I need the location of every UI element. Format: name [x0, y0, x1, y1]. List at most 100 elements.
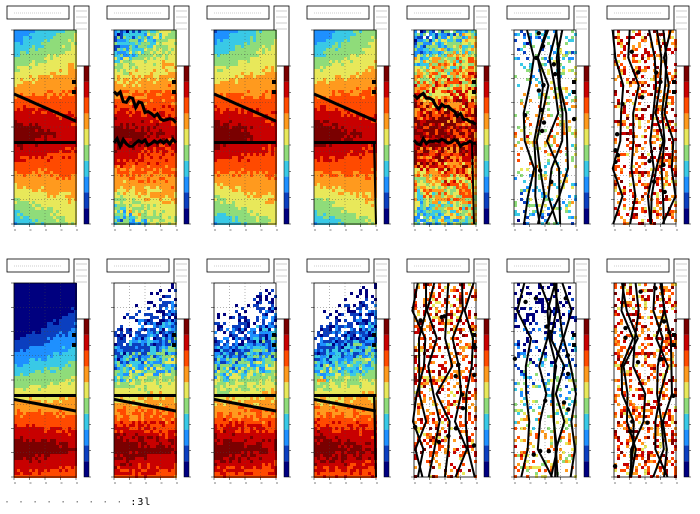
heat-cell: [223, 156, 226, 159]
heat-cell: [265, 75, 268, 78]
heat-cell: [50, 147, 53, 150]
heat-cell: [250, 72, 253, 75]
heat-cell: [347, 87, 350, 90]
heat-cell: [14, 192, 17, 195]
heat-cell: [135, 90, 138, 93]
heat-cell: [62, 63, 65, 66]
heat-cell: [144, 222, 147, 225]
heat-cell: [114, 78, 117, 81]
heat-cell: [232, 222, 235, 225]
heat-cell: [317, 81, 320, 84]
heat-cell: [165, 81, 168, 84]
heat-cell: [253, 138, 256, 141]
heat-cell: [359, 66, 362, 69]
heat-cell: [120, 147, 123, 150]
heat-cell: [350, 75, 353, 78]
heat-cell: [265, 60, 268, 63]
heat-cell: [347, 66, 350, 69]
heat-cell: [17, 45, 20, 48]
heat-cell: [44, 150, 47, 153]
heat-cell: [168, 87, 171, 90]
heat-cell: [17, 51, 20, 54]
heat-cell: [120, 108, 123, 111]
heat-cell: [162, 39, 165, 42]
heat-cell: [323, 60, 326, 63]
heat-cell: [159, 108, 162, 111]
heat-cell: [68, 81, 71, 84]
heat-cell: [244, 84, 247, 87]
heat-cell: [323, 93, 326, 96]
heat-cell: [150, 108, 153, 111]
heat-cell: [123, 210, 126, 213]
edge-marker: [272, 80, 276, 84]
heat-cell: [23, 153, 26, 156]
heat-cell: [350, 117, 353, 120]
heat-cell: [268, 147, 271, 150]
heat-cell: [214, 180, 217, 183]
heat-cell: [341, 69, 344, 72]
heat-cell: [153, 75, 156, 78]
heat-cell: [35, 147, 38, 150]
heat-cell: [174, 51, 177, 54]
heat-cell: [362, 75, 365, 78]
heat-cell: [323, 111, 326, 114]
heat-cell: [317, 72, 320, 75]
heat-cell: [332, 129, 335, 132]
heat-cell: [120, 72, 123, 75]
heat-cell: [220, 78, 223, 81]
heat-cell: [23, 213, 26, 216]
heat-cell: [371, 84, 374, 87]
heat-cell: [329, 81, 332, 84]
heat-cell: [335, 36, 338, 39]
heat-cell: [62, 129, 65, 132]
heat-cell: [244, 168, 247, 171]
heat-cell: [44, 99, 47, 102]
heat-cell: [123, 114, 126, 117]
heat-cell: [229, 33, 232, 36]
heat-cell: [53, 66, 56, 69]
heat-cell: [344, 42, 347, 45]
heat-cell: [147, 129, 150, 132]
heat-cell: [374, 123, 377, 126]
heat-cell: [371, 108, 374, 111]
heat-cell: [74, 156, 77, 159]
heat-cell: [50, 102, 53, 105]
heat-cell: [68, 84, 71, 87]
heat-cell: [359, 105, 362, 108]
heat-cell: [150, 90, 153, 93]
heat-cell: [253, 210, 256, 213]
heat-cell: [23, 207, 26, 210]
heat-cell: [235, 105, 238, 108]
heat-cell: [253, 108, 256, 111]
heat-cell: [71, 111, 74, 114]
heat-cell: [226, 78, 229, 81]
heat-cell: [214, 45, 217, 48]
heat-cell: [147, 138, 150, 141]
heat-cell: [117, 129, 120, 132]
heat-cell: [253, 84, 256, 87]
heat-cell: [29, 102, 32, 105]
heat-cell: [123, 36, 126, 39]
heat-cell: [129, 99, 132, 102]
heat-cell: [359, 72, 362, 75]
heat-cell: [356, 108, 359, 111]
heat-cell: [32, 54, 35, 57]
heat-cell: [168, 177, 171, 180]
heat-cell: [74, 135, 77, 138]
heat-cell: [117, 213, 120, 216]
heat-cell: [59, 150, 62, 153]
heat-cell: [123, 162, 126, 165]
heat-cell: [238, 114, 241, 117]
heat-cell: [62, 192, 65, 195]
heat-cell: [156, 117, 159, 120]
heat-cell: [65, 162, 68, 165]
heat-cell: [159, 75, 162, 78]
heat-cell: [265, 180, 268, 183]
heat-cell: [368, 72, 371, 75]
heat-cell: [17, 186, 20, 189]
heat-cell: [371, 99, 374, 102]
heat-cell: [38, 204, 41, 207]
heat-cell: [323, 84, 326, 87]
heat-cell: [238, 132, 241, 135]
heat-cell: [274, 78, 277, 81]
